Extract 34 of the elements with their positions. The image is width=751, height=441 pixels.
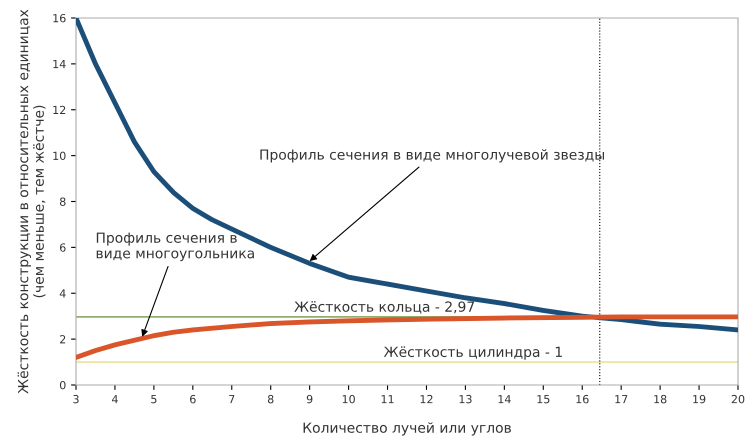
x-tick-label: 4 [112,395,118,404]
x-axis-title: Количество лучей или углов [304,422,511,436]
x-tick-label: 17 [615,395,628,404]
y-tick-label: 8 [60,197,66,206]
ref-line-label: Жёсткость кольца - 2,97 [294,301,474,314]
x-tick-label: 6 [190,394,196,404]
y-tick-label: 12 [53,106,66,114]
annotation: Профиль сечения в виде многолучевой звезды [260,149,604,163]
x-tick-label: 5 [151,395,156,404]
x-tick-label: 7 [229,395,234,404]
line-series [76,314,738,360]
x-tick-label: 19 [693,394,706,404]
y-tick-label: 0 [60,380,66,390]
y-axis-title: Жёсткость конструкции в относительных единицах (чем меньше, тем жёстче) [18,10,46,394]
x-tick-label: 16 [576,394,589,404]
x-tick-label: 8 [268,394,274,404]
y-tick-label: 10 [53,152,66,160]
x-tick-label: 3 [73,394,79,404]
y-tick-label: 16 [53,14,66,22]
x-tick-label: 15 [537,395,550,404]
x-tick-label: 18 [654,394,666,404]
annotation: Профиль сечения в виде многоугольника [96,232,254,262]
x-tick-label: 11 [382,395,394,404]
x-tick-label: 12 [420,394,432,404]
x-tick-label: 14 [498,395,511,404]
x-tick-label: 9 [306,394,312,404]
ref-line-label: Жёсткость цилиндра - 1 [384,346,562,360]
y-tick-label: 4 [60,289,66,298]
x-tick-label: 10 [342,394,355,404]
x-tick-label: 20 [732,394,744,404]
x-tick-label: 13 [460,394,472,404]
y-tick-label: 2 [60,335,66,344]
y-tick-label: 6 [60,243,66,252]
y-tick-label: 14 [53,60,66,68]
